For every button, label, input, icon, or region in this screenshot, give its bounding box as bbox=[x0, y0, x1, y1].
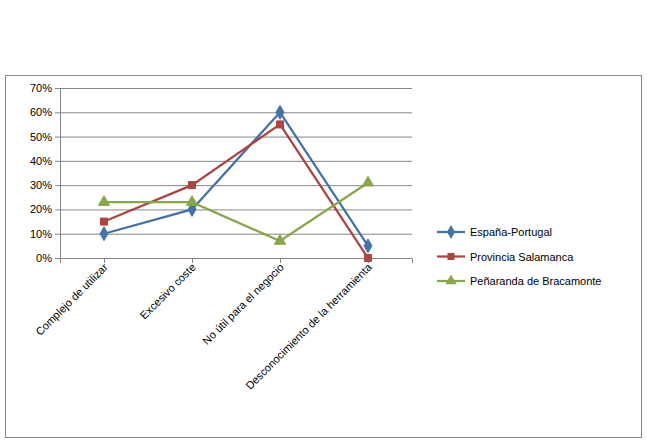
x-tick: Desconocimiento de la herramienta bbox=[243, 258, 374, 392]
y-tick-label: 0% bbox=[36, 252, 52, 264]
series-line bbox=[104, 124, 368, 258]
plot-area bbox=[98, 105, 373, 261]
legend-entry: Provincia Salamanca bbox=[437, 251, 574, 263]
grid-line bbox=[60, 88, 412, 89]
x-tick-mark bbox=[280, 258, 281, 263]
y-tick: 0% bbox=[36, 252, 60, 264]
series-marker bbox=[274, 234, 285, 244]
legend-marker bbox=[447, 253, 454, 260]
grid-line bbox=[60, 112, 412, 113]
x-axis: Complejo de utilizar Excesivo costeNo úti… bbox=[33, 258, 412, 392]
series-marker bbox=[276, 121, 283, 128]
grid-line bbox=[60, 137, 412, 138]
y-axis: 0% 10% 20% 30% 40% 50% 60% 70% bbox=[30, 82, 61, 264]
legend-label: Peñaranda de Bracamonte bbox=[470, 275, 601, 287]
legend-marker bbox=[447, 225, 455, 239]
y-tick-mark bbox=[55, 209, 60, 210]
y-tick-label: 40% bbox=[30, 155, 52, 167]
series-line bbox=[104, 183, 368, 241]
chart-frame bbox=[6, 76, 642, 438]
legend: España-Portugal Provincia Salamanca Peñara… bbox=[437, 225, 601, 287]
legend-label: Provincia Salamanca bbox=[470, 251, 574, 263]
y-tick: 30% bbox=[30, 179, 60, 191]
y-axis-line bbox=[55, 89, 61, 259]
x-tick-label: Desconocimiento de la herramienta bbox=[243, 260, 374, 391]
y-tick-label: 20% bbox=[30, 203, 52, 215]
series-marker bbox=[364, 239, 372, 253]
series-marker bbox=[364, 254, 371, 261]
series-marker bbox=[186, 196, 197, 206]
x-tick: Complejo de utilizar bbox=[33, 258, 110, 338]
y-tick: 20% bbox=[30, 203, 60, 215]
y-tick: 40% bbox=[30, 155, 60, 167]
y-tick-label: 30% bbox=[30, 179, 52, 191]
legend-entry: Peñaranda de Bracamonte bbox=[437, 274, 601, 287]
x-tick: Excesivo coste bbox=[138, 258, 198, 321]
series-marker bbox=[188, 182, 195, 189]
x-tick-label: Excesivo coste bbox=[138, 261, 198, 321]
grid-line bbox=[60, 209, 412, 210]
series-line bbox=[104, 112, 368, 246]
legend-marker bbox=[445, 274, 456, 284]
y-tick: 50% bbox=[30, 131, 60, 143]
series-marker bbox=[100, 218, 107, 225]
chart: 0% 10% 20% 30% 40% 50% 60% 70% Complejo de utili… bbox=[0, 0, 647, 440]
y-tick-label: 70% bbox=[30, 82, 52, 94]
legend-entry: España-Portugal bbox=[437, 225, 552, 239]
series-marker bbox=[362, 176, 373, 186]
y-tick-mark bbox=[55, 185, 60, 186]
y-tick-label: 60% bbox=[30, 106, 52, 118]
legend-label: España-Portugal bbox=[470, 226, 552, 238]
y-tick-mark bbox=[55, 234, 60, 235]
x-tick-label: Complejo de utilizar bbox=[33, 261, 110, 338]
y-tick: 70% bbox=[30, 82, 60, 94]
y-tick-mark bbox=[55, 137, 60, 138]
x-tick-label: No útil para el negocio bbox=[200, 261, 286, 347]
series-marker bbox=[98, 196, 109, 206]
x-tick-mark bbox=[192, 258, 193, 263]
x-tick-mark bbox=[104, 258, 105, 263]
y-tick: 60% bbox=[30, 106, 60, 118]
y-tick-label: 50% bbox=[30, 131, 52, 143]
series-marker bbox=[276, 105, 284, 119]
grid-line bbox=[60, 185, 412, 186]
y-tick-mark bbox=[55, 112, 60, 113]
y-tick-label: 10% bbox=[30, 228, 52, 240]
y-tick-mark bbox=[55, 88, 60, 89]
y-tick: 10% bbox=[30, 228, 60, 240]
series-marker bbox=[100, 227, 108, 241]
y-tick-mark bbox=[55, 161, 60, 162]
y-tick-mark bbox=[55, 258, 60, 259]
x-tick: No útil para el negocio bbox=[200, 258, 286, 347]
grid bbox=[60, 89, 412, 259]
x-axis-line bbox=[61, 259, 413, 264]
